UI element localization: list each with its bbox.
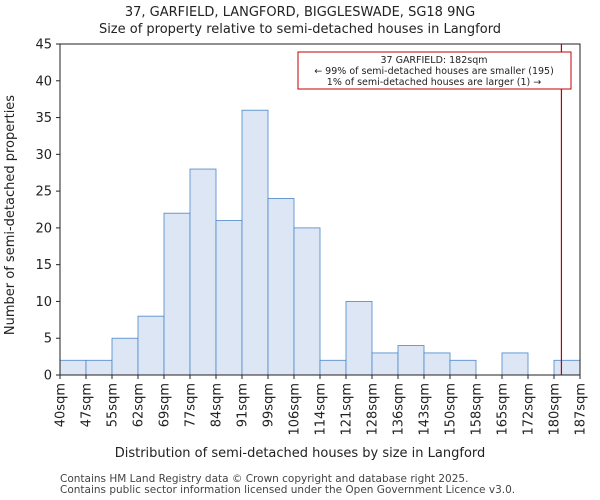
bar-69sqm [163, 212, 191, 376]
bar-143sqm [423, 352, 451, 376]
x-tick-label: 143sqm [418, 383, 433, 436]
bar-77sqm [189, 168, 217, 376]
x-tick-label: 77sqm [184, 383, 199, 427]
chart-title: 37, GARFIELD, LANGFORD, BIGGLESWADE, SG1… [125, 5, 475, 20]
bar-128sqm [371, 352, 399, 376]
y-tick-label: 15 [35, 258, 52, 273]
bar-62sqm [137, 315, 165, 376]
footer-line-2: Contains public sector information licen… [60, 484, 516, 496]
x-tick-label: 150sqm [444, 383, 459, 436]
bars-group [59, 109, 581, 376]
x-tick-label: 114sqm [314, 383, 329, 436]
x-tick-label: 47sqm [80, 383, 95, 427]
x-tick-label: 99sqm [262, 383, 277, 427]
bar-180sqm [553, 359, 581, 376]
y-tick-label: 5 [44, 332, 52, 347]
x-tick-label: 40sqm [54, 383, 69, 427]
annotation-box: 37 GARFIELD: 182sqm ← 99% of semi-detach… [297, 51, 572, 90]
bar-55sqm [111, 337, 139, 376]
x-axis-label: Distribution of semi-detached houses by … [115, 446, 486, 461]
x-tick-label: 180sqm [548, 383, 563, 436]
y-tick-label: 20 [35, 221, 52, 236]
bar-136sqm [397, 345, 425, 376]
bar-40sqm [59, 359, 87, 376]
annotation-line-2: ← 99% of semi-detached houses are smalle… [314, 66, 554, 77]
y-axis-label: Number of semi-detached properties [3, 95, 18, 335]
bar-47sqm [85, 359, 113, 376]
annotation-line-3: 1% of semi-detached houses are larger (1… [327, 77, 541, 88]
y-tick-label: 35 [35, 111, 52, 126]
bar-150sqm [449, 359, 477, 376]
x-tick-label: 106sqm [288, 383, 303, 436]
footer-line-1: Contains HM Land Registry data © Crown c… [60, 473, 469, 485]
annotation-line-1: 37 GARFIELD: 182sqm [380, 55, 487, 66]
bar-114sqm [319, 359, 347, 376]
bar-121sqm [345, 301, 373, 376]
y-tick-label: 25 [35, 185, 52, 200]
x-tick-label: 91sqm [236, 383, 251, 427]
x-tick-label: 128sqm [366, 383, 381, 436]
y-tick-label: 30 [35, 148, 52, 163]
y-tick-label: 45 [35, 38, 52, 53]
y-tick-label: 0 [44, 369, 52, 384]
x-tick-label: 165sqm [496, 383, 511, 436]
bar-91sqm [241, 109, 269, 376]
x-tick-label: 84sqm [210, 383, 225, 427]
y-tick-label: 40 [35, 74, 52, 89]
y-tick-label: 10 [35, 295, 52, 310]
x-tick-label: 62sqm [132, 383, 147, 427]
bar-84sqm [215, 220, 243, 376]
annotation-frame [297, 51, 572, 90]
x-tick-label: 187sqm [574, 383, 589, 436]
x-tick-label: 172sqm [522, 383, 537, 436]
y-ticks-group: 0 5 10 15 20 25 30 35 40 45 [35, 38, 60, 384]
bar-165sqm [501, 352, 529, 376]
chart-subtitle: Size of property relative to semi-detach… [99, 22, 501, 37]
x-tick-label: 136sqm [392, 383, 407, 436]
plot-area-frame [59, 43, 581, 376]
x-tick-label: 69sqm [158, 383, 173, 427]
x-ticks-group: 40sqm 47sqm 55sqm 62sqm 69sqm 77sqm 84sqm 91sqm… [54, 375, 589, 436]
x-tick-label: 121sqm [340, 383, 355, 436]
bar-99sqm [267, 198, 295, 376]
x-tick-label: 158sqm [470, 383, 485, 436]
bar-106sqm [293, 227, 321, 376]
x-tick-label: 55sqm [106, 383, 121, 427]
